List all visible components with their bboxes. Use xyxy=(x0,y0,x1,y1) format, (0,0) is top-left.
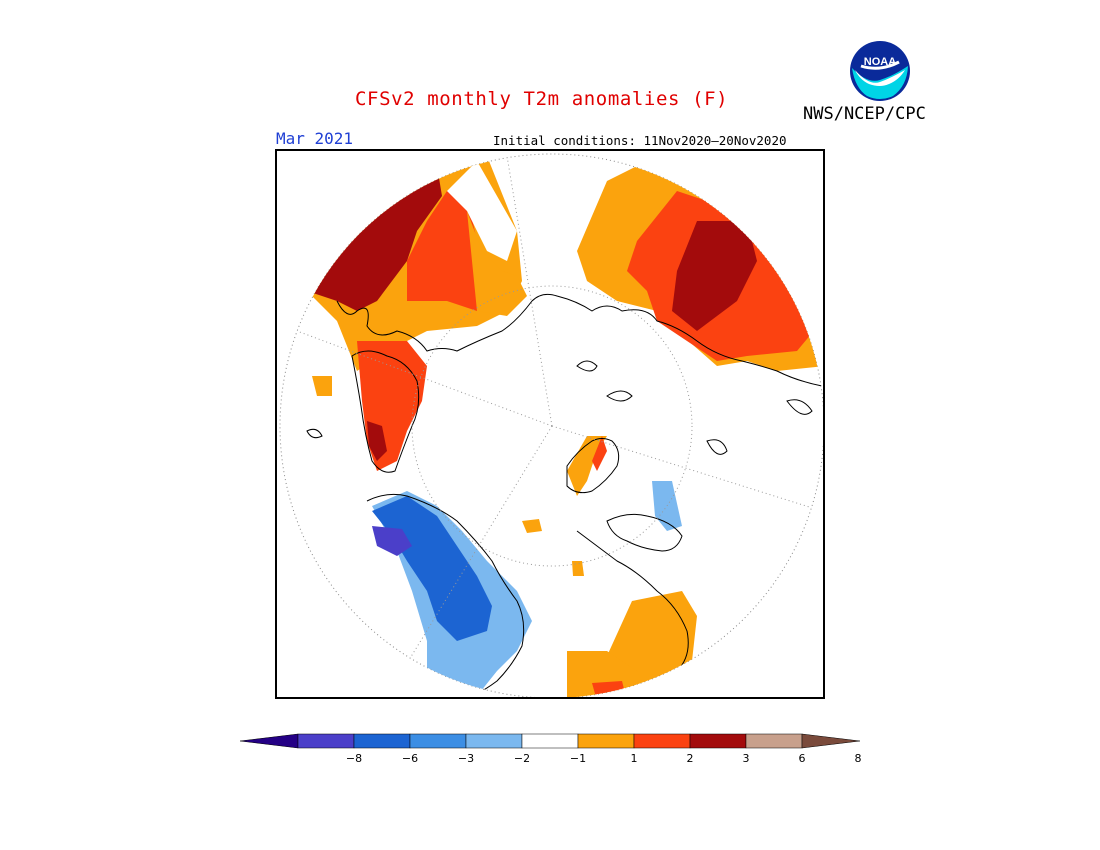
chart-title: CFSv2 monthly T2m anomalies (F) xyxy=(355,88,729,110)
anomaly-region-asia-white xyxy=(447,161,517,261)
coastline-asia xyxy=(336,293,823,387)
colorbar-tick-label: −3 xyxy=(457,752,475,765)
colorbar-tick-label: −1 xyxy=(569,752,587,765)
colorbar-arrow-low xyxy=(239,733,299,749)
colorbar-tick-label: −2 xyxy=(513,752,531,765)
anomaly-region-greenland-dark xyxy=(367,421,387,461)
colorbar-swatch xyxy=(297,733,355,749)
colorbar xyxy=(238,731,862,771)
agency-label: NWS/NCEP/CPC xyxy=(803,104,926,124)
coastline-hudson xyxy=(606,513,683,552)
noaa-logo-icon: NOAA xyxy=(849,40,911,102)
anomaly-region-scandinavia-red xyxy=(592,436,607,471)
colorbar-swatch xyxy=(689,733,747,749)
colorbar-swatch xyxy=(577,733,635,749)
colorbar-tick-label: 1 xyxy=(630,752,638,765)
coastline-islands-2 xyxy=(606,390,633,402)
colorbar-tick-label: 3 xyxy=(742,752,750,765)
coastline-islands-4 xyxy=(786,399,813,415)
colorbar-tick-label: −6 xyxy=(401,752,419,765)
anomaly-region-small-orange xyxy=(572,561,584,576)
coastline-scandinavia xyxy=(566,438,620,494)
coastline-islands-1 xyxy=(576,360,598,372)
colorbar-tick-label: 6 xyxy=(798,752,806,765)
anomaly-region-siberia-strong xyxy=(307,166,442,311)
colorbar-arrow-high xyxy=(801,733,861,749)
colorbar-swatch xyxy=(521,733,579,749)
colorbar-tick-label: −8 xyxy=(345,752,363,765)
anomaly-region-central-red xyxy=(592,681,627,697)
anomaly-region-canada-purple xyxy=(372,526,412,556)
map-panel xyxy=(275,149,825,699)
colorbar-swatch xyxy=(633,733,691,749)
map-svg xyxy=(279,153,823,697)
initial-conditions-label: Initial conditions: 11Nov2020–20Nov2020 xyxy=(493,133,787,148)
colorbar-swatch xyxy=(745,733,803,749)
coastline-islands-5 xyxy=(306,428,323,439)
valid-month-label: Mar 2021 xyxy=(276,129,354,148)
colorbar-tick-label: 8 xyxy=(854,752,862,765)
colorbar-swatch xyxy=(465,733,523,749)
coastline-islands-3 xyxy=(706,439,728,455)
anomaly-region-russia-darkred xyxy=(672,221,757,331)
colorbar-swatch xyxy=(409,733,467,749)
anomaly-region-iceland xyxy=(522,519,542,533)
coastline-north-america xyxy=(366,493,525,697)
anomaly-region-greenland-orange xyxy=(312,376,332,396)
colorbar-tick-label: 2 xyxy=(686,752,694,765)
anomaly-region-asia-orange xyxy=(467,211,527,316)
logo-text: NOAA xyxy=(864,56,896,68)
anomaly-region-hudson xyxy=(652,481,682,531)
colorbar-swatch xyxy=(353,733,411,749)
coastline-greenland xyxy=(351,350,420,473)
